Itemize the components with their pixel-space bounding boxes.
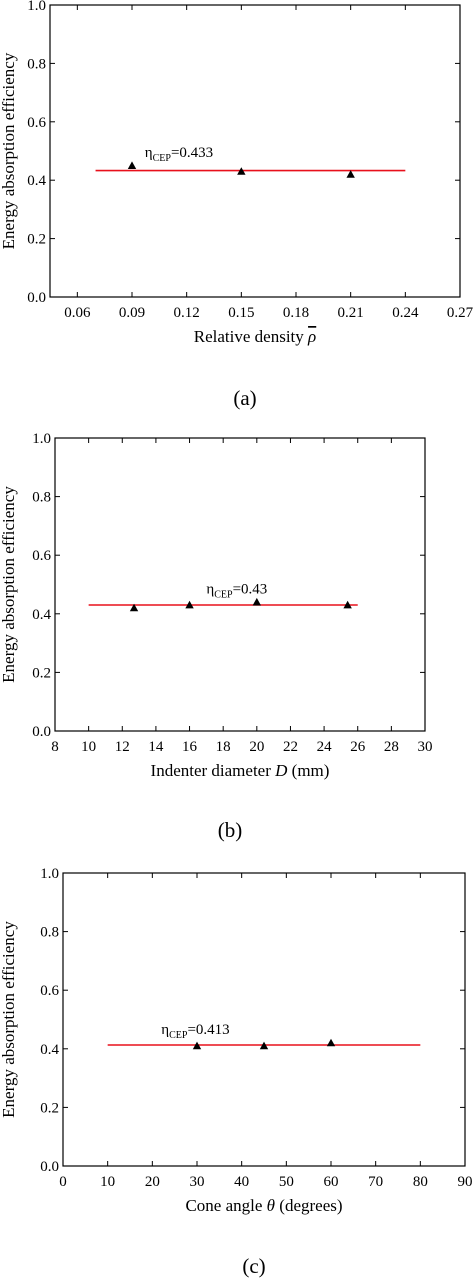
y-tick-label: 0.0	[40, 1159, 59, 1175]
x-tick-label: 90	[458, 1174, 473, 1190]
x-axis-title-symbol: D	[274, 761, 288, 780]
data-point	[192, 1041, 202, 1050]
plot-frame	[49, 4, 461, 298]
x-tick-label: 0.27	[447, 305, 474, 321]
y-axis-title: Energy absorption efficiency	[0, 921, 18, 1118]
x-tick-label: 0.21	[338, 305, 364, 321]
y-tick-label: 0.6	[32, 548, 51, 564]
annotation-symbol: η	[161, 1022, 169, 1038]
x-tick-label: 24	[317, 739, 333, 755]
x-axis-title: Cone angle θ (degrees)	[185, 1196, 342, 1215]
x-tick-label: 20	[249, 739, 264, 755]
x-axis-title-symbol: ρ	[307, 327, 316, 346]
x-tick-label: 28	[384, 739, 399, 755]
plot-frame	[62, 872, 466, 1167]
y-tick-label: 0.0	[27, 290, 46, 306]
data-point	[129, 603, 139, 612]
x-tick-label: 22	[283, 739, 298, 755]
x-axis-title-unit: (degrees)	[275, 1196, 343, 1215]
y-tick-label: 0.6	[27, 115, 46, 131]
x-tick-label: 10	[100, 1174, 115, 1190]
x-tick-label: 30	[418, 739, 433, 755]
y-tick-label: 0.6	[40, 983, 59, 999]
data-point	[237, 167, 246, 175]
x-axis-title: Indenter diameter D (mm)	[151, 761, 330, 780]
x-tick-label: 70	[368, 1174, 383, 1190]
x-tick-label: 0.15	[228, 305, 254, 321]
annotation-eta-cep: ηCEP=0.433	[145, 145, 213, 164]
y-axis-title: Energy absorption efficiency	[0, 52, 18, 249]
x-tick-label: 0.12	[174, 305, 200, 321]
y-tick-label: 1.0	[27, 0, 46, 14]
x-tick-label: 18	[216, 739, 231, 755]
y-axis-title: Energy absorption efficiency	[0, 486, 18, 683]
x-axis-title-unit: (mm)	[287, 761, 329, 780]
y-tick-label: 0.2	[32, 665, 51, 681]
x-tick-label: 26	[350, 739, 366, 755]
x-tick-label: 0.06	[64, 305, 91, 321]
panel-label: (c)	[242, 1254, 265, 1278]
annotation-value: =0.43	[233, 581, 268, 597]
y-tick-label: 0.8	[27, 56, 46, 72]
data-point	[346, 170, 355, 178]
data-point	[252, 597, 262, 606]
panel-label: (a)	[233, 386, 256, 410]
x-tick-label: 12	[115, 739, 130, 755]
annotation-value: =0.413	[187, 1022, 229, 1038]
annotation-subscript: CEP	[214, 589, 233, 600]
x-axis-title-text: Cone angle	[185, 1196, 266, 1215]
y-tick-label: 0.4	[40, 1042, 59, 1058]
chart-panel-c: 0.0 0.2 0.4 0.6 0.8 1.0 0 10 20 30 40 50 60 70 80 90 Ene…	[0, 866, 473, 1278]
x-axis-title: Relative density ρ	[194, 327, 316, 346]
y-tick-label: 0.0	[32, 724, 51, 740]
x-axis-title-text: Indenter diameter	[151, 761, 276, 780]
x-axis-title-symbol: θ	[267, 1196, 275, 1215]
plot-frame	[54, 437, 426, 732]
y-tick-label: 1.0	[40, 866, 59, 882]
data-point	[259, 1041, 269, 1050]
annotation-symbol: η	[145, 145, 153, 161]
x-tick-label: 0.24	[392, 305, 419, 321]
x-tick-label: 8	[51, 739, 59, 755]
annotation-symbol: η	[206, 581, 214, 597]
panel-label: (b)	[218, 818, 243, 842]
y-tick-label: 0.2	[27, 232, 46, 248]
y-tick-label: 0.4	[27, 173, 46, 189]
y-tick-label: 0.8	[40, 925, 59, 941]
y-tick-label: 0.2	[40, 1100, 59, 1116]
annotation-subscript: CEP	[169, 1030, 188, 1041]
y-tick-label: 0.4	[32, 607, 51, 623]
x-tick-label: 60	[324, 1174, 339, 1190]
chart-panel-b: 0.0 0.2 0.4 0.6 0.8 1.0 8 10 12 14 16 18 20 22 24 26 28 3…	[0, 431, 433, 842]
y-tick-label: 0.8	[32, 490, 51, 506]
annotation-eta-cep: ηCEP=0.43	[206, 581, 267, 600]
x-tick-label: 0.09	[119, 305, 145, 321]
x-tick-label: 40	[234, 1174, 249, 1190]
annotation-value: =0.433	[171, 145, 213, 161]
annotation-eta-cep: ηCEP=0.413	[161, 1022, 229, 1041]
data-point	[343, 600, 352, 609]
x-tick-label: 50	[279, 1174, 294, 1190]
x-axis-title-text: Relative density	[194, 327, 308, 346]
x-tick-label: 0.18	[283, 305, 309, 321]
x-tick-label: 80	[413, 1174, 428, 1190]
annotation-subscript: CEP	[153, 153, 172, 164]
data-point	[185, 600, 194, 609]
data-point	[127, 161, 137, 169]
chart-panel-a: 0.0 0.2 0.4 0.6 0.8 1.0 0.06 0.09 0.12 0.15 0.18 0.…	[0, 0, 474, 410]
x-tick-label: 20	[145, 1174, 160, 1190]
x-tick-label: 14	[148, 739, 164, 755]
y-tick-label: 1.0	[32, 431, 51, 447]
data-point	[326, 1038, 336, 1047]
x-tick-label: 10	[81, 739, 96, 755]
x-tick-label: 16	[182, 739, 198, 755]
x-tick-label: 0	[59, 1174, 67, 1190]
x-tick-label: 30	[190, 1174, 205, 1190]
